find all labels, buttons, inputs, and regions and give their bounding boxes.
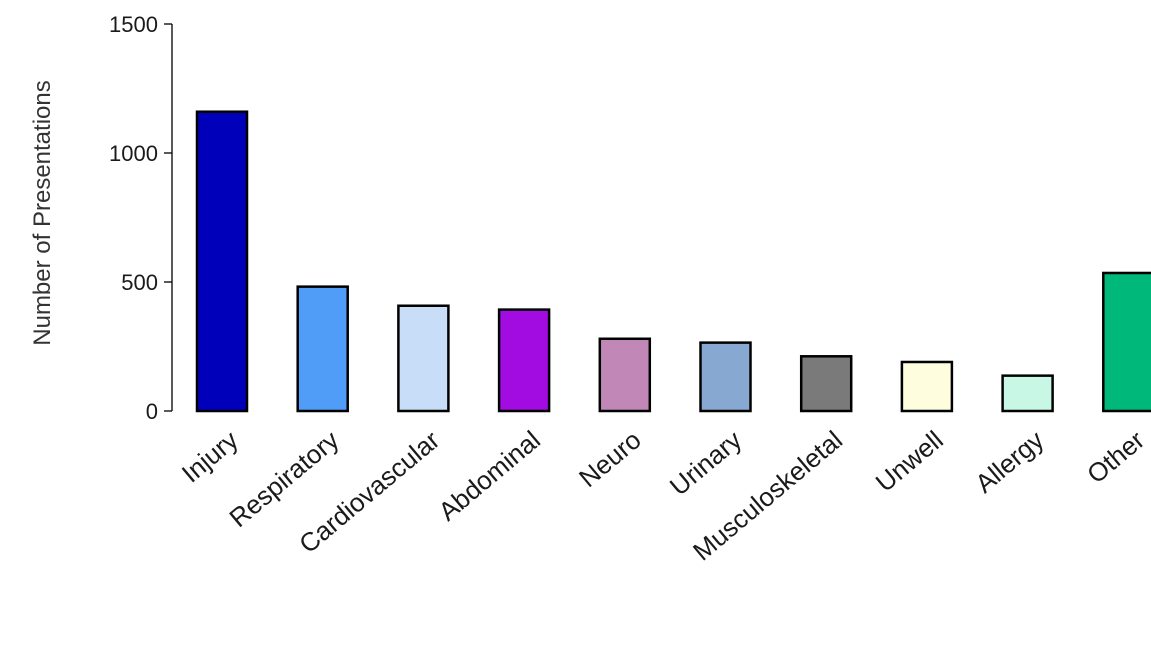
bar-other	[1102, 271, 1151, 413]
x-tick-label: Injury	[176, 425, 244, 489]
y-tick-label: 500	[121, 270, 158, 295]
bar-musculoskeletal	[799, 355, 853, 413]
bar-abdominal	[497, 308, 551, 413]
bar-unwell	[900, 360, 954, 413]
y-tick-label: 1000	[109, 141, 158, 166]
x-axis-labels: InjuryRespiratoryCardiovascularAbdominal…	[176, 424, 1151, 566]
x-tick-label: Neuro	[573, 425, 647, 494]
bar-injury	[195, 110, 249, 413]
y-tick-label: 0	[146, 399, 158, 424]
bar-respiratory	[296, 285, 349, 413]
y-axis-title: Number of Presentations	[29, 80, 56, 345]
y-tick-label: 1500	[109, 12, 158, 37]
bars	[195, 110, 1151, 413]
x-tick-label: Unwell	[870, 425, 949, 498]
x-tick-label: Allergy	[969, 425, 1049, 499]
x-tick-label: Other	[1081, 424, 1150, 489]
y-axis: 0 500 1000 1500	[109, 12, 173, 424]
bar-neuro	[598, 337, 652, 413]
x-tick-label: Urinary	[664, 425, 747, 502]
bar-allergy	[1001, 374, 1054, 413]
bar-urinary	[699, 341, 752, 413]
x-tick-label: Abdominal	[433, 425, 546, 527]
bar-cardiovascular	[397, 304, 450, 413]
